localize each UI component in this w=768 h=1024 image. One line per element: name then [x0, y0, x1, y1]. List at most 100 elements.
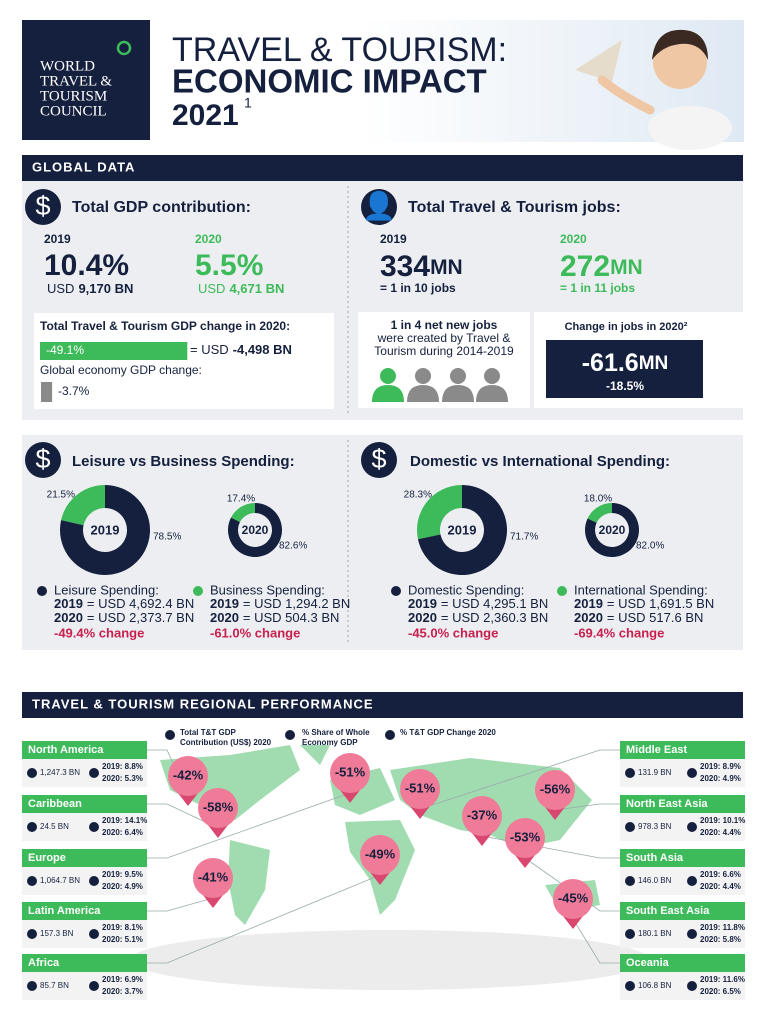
donut-segment: [417, 485, 462, 540]
donut-segment: [231, 503, 255, 523]
amount: = USD 517.6 BN: [607, 610, 703, 625]
jobs-change-title: Change in jobs in 2020²: [565, 321, 688, 333]
pin: [168, 756, 208, 796]
region-name: Oceania: [626, 957, 670, 969]
legend-change: -61.0% change: [210, 625, 300, 640]
legend-change: -45.0% change: [408, 625, 498, 640]
year: 2019: [574, 596, 603, 611]
region-share: 2019: 9.5%: [102, 870, 143, 879]
region-share: 2019: 14.1%: [102, 816, 147, 825]
region-gdp: 157.3 BN: [40, 929, 74, 938]
donut-segment: [585, 503, 639, 557]
legend-name: Business Spending:: [210, 582, 325, 597]
currency: USD: [47, 281, 74, 296]
legend-change: -49.4% change: [54, 625, 144, 640]
region-info: [22, 813, 147, 841]
year: 2019: [210, 596, 239, 611]
info-icon: [27, 876, 37, 886]
info-icon: [89, 822, 99, 832]
donut-year: 2019: [91, 522, 120, 537]
title-year: 2021: [172, 99, 239, 132]
pin: [553, 879, 593, 919]
pin-label: -45%: [558, 890, 589, 905]
connector: [147, 874, 381, 964]
legend-icon: [165, 730, 175, 740]
gdp-share: 5.5%: [195, 249, 263, 282]
region-share: 2019: 8.9%: [700, 762, 741, 771]
currency: USD: [198, 281, 225, 296]
region-header: [620, 902, 745, 920]
region-gdp: 1,247.3 BN: [40, 768, 80, 777]
person-icon: [450, 368, 466, 384]
gdp-title: Total GDP contribution:: [72, 199, 251, 216]
legend-text: % Share of Whole: [302, 728, 370, 737]
change-box: [34, 313, 334, 409]
donut-year: 2019: [448, 522, 477, 537]
pin: [360, 835, 400, 875]
legend-line: 2019 = USD 4,692.4 BN: [54, 596, 194, 611]
region-name: Caribbean: [28, 798, 82, 810]
region-share: 2020: 5.1%: [102, 935, 143, 944]
region-gdp: 1,064.7 BN: [40, 876, 80, 885]
donut-year: 2020: [599, 523, 626, 537]
person-icon: [372, 385, 404, 402]
icon: [25, 442, 61, 478]
segment-label: 71.7%: [510, 532, 538, 543]
amount: = USD 504.3 BN: [243, 610, 339, 625]
icon-glyph: $: [35, 444, 50, 474]
info-icon: [625, 768, 635, 778]
pin-label: -51%: [335, 764, 366, 779]
icon: [361, 189, 397, 225]
donut-segment: [417, 485, 508, 575]
net-new-text: 1 in 4 net new jobs: [391, 318, 498, 332]
connector: [147, 803, 219, 829]
footnote: 1: [244, 95, 252, 111]
region-header: [620, 954, 745, 972]
info-icon: [625, 981, 635, 991]
region-share: 2020: 6.5%: [700, 987, 741, 996]
legend-line: 2019 = USD 1,294.2 BN: [210, 596, 350, 611]
info-icon: [687, 981, 697, 991]
legend-text: Contribution (US$) 2020: [180, 738, 272, 747]
change-label: -49.1%: [46, 343, 84, 357]
gdp-share: 10.4%: [44, 249, 129, 282]
logo-mark: [116, 40, 132, 56]
amount: = USD 2,360.3 BN: [441, 610, 548, 625]
jobs-share: = 1 in 10 jobs: [380, 281, 456, 295]
region-info: [620, 972, 745, 1000]
section-heading: TRAVEL & TOURISM REGIONAL PERFORMANCE: [32, 696, 374, 711]
legend-text: Total T&T GDP: [180, 728, 237, 737]
region-name: North America: [28, 744, 104, 756]
region-name: South Asia: [626, 852, 684, 864]
amount: = USD 1,294.2 BN: [243, 596, 350, 611]
pin: [462, 796, 502, 836]
unit: MN: [430, 256, 463, 279]
segment-label: 21.5%: [47, 490, 75, 501]
info-icon: [687, 822, 697, 832]
person-icon: [415, 368, 431, 384]
logo-box: [22, 20, 150, 140]
pin-label: -41%: [198, 869, 229, 884]
region-info: [620, 759, 745, 787]
info-icon: [89, 876, 99, 886]
region-share: 2019: 8.8%: [102, 762, 143, 771]
region-name: North East Asia: [626, 798, 708, 810]
legend-name: Domestic Spending:: [408, 582, 524, 597]
title-line: ECONOMIC IMPACT: [172, 63, 487, 100]
value: 272: [560, 250, 610, 283]
pin: [400, 769, 440, 809]
legend-dot: [557, 586, 567, 596]
icon-glyph: $: [371, 444, 386, 474]
info-icon: [89, 981, 99, 991]
icon: [361, 442, 397, 478]
pin: [198, 788, 238, 828]
map-land: [228, 840, 270, 925]
year: 2019: [54, 596, 83, 611]
amount: = USD 1,691.5 BN: [607, 596, 714, 611]
gdp-amount: USD 4,671 BN: [198, 281, 284, 296]
legend-name: International Spending:: [574, 582, 708, 597]
icon-glyph: $: [35, 191, 50, 221]
info-icon: [27, 929, 37, 939]
segment-label: 18.0%: [584, 494, 612, 505]
